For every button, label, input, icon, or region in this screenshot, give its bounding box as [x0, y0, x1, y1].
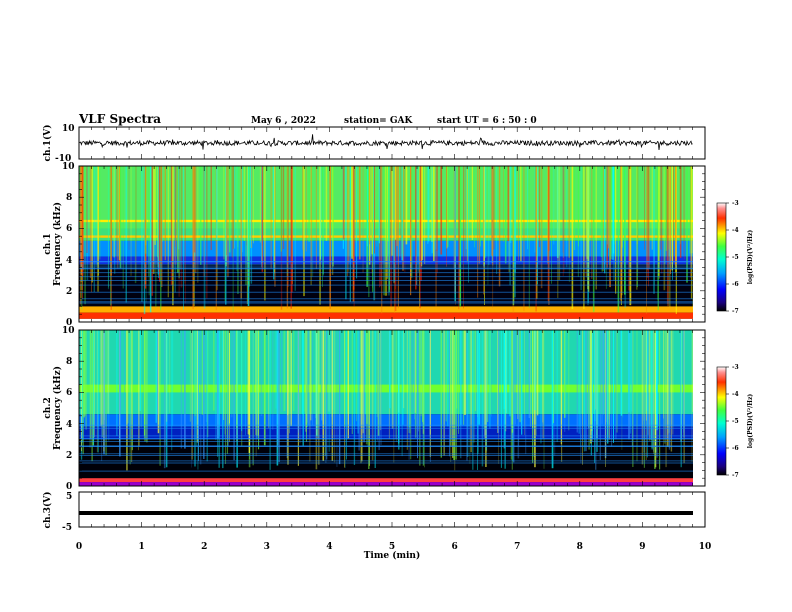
ch1-ytick-top: 10: [62, 124, 75, 134]
ch2-spectrogram-ticks: [78, 329, 706, 487]
ch2-ytick-8: 8: [66, 357, 72, 367]
ch1-spectrogram-ticks: [78, 165, 706, 323]
xtick-6: 6: [451, 542, 457, 552]
figure-title: VLF Spectra: [78, 112, 161, 126]
date-label: May 6 , 2022: [251, 116, 316, 126]
ch1-colorbar: [716, 202, 727, 312]
ch2-spectrogram-yticklabels: 0 2 4 6 8 10: [62, 326, 75, 492]
ch2-colorbar-label: log(PSD)(V²/Hz): [747, 394, 754, 449]
ch1-ytick-bottom: -10: [55, 154, 71, 164]
ch2-colorbar-tick-m7: -7: [732, 472, 739, 479]
ch1-ytick-6: 6: [66, 224, 72, 234]
ch3-waveform-panel: 5 -5 ch.3(V) 0 1 2 3 4 5 6 7 8 9 10 Time…: [42, 491, 711, 561]
ch2-spectrogram-panel: 0 2 4 6 8 10 ch.2 Frequency (kHz) -3 -4 …: [43, 326, 754, 492]
ch3-waveform-trace: [79, 511, 693, 515]
ch2-ytick-2: 2: [66, 451, 72, 461]
ch3-waveform-ticks: [78, 492, 706, 527]
ch1-spectrogram-ylabel-frequency: Frequency (kHz): [52, 202, 63, 286]
ch2-colorbar: [716, 366, 727, 476]
ch2-colorbar-tick-m4: -4: [732, 391, 739, 398]
ch1-ytick-8: 8: [66, 193, 72, 203]
ch1-waveform-trace: [78, 134, 693, 151]
xtick-0: 0: [76, 542, 82, 552]
ch2-colorbar-tick-m3: -3: [732, 364, 739, 371]
ch1-spectrogram-panel: 0 2 4 6 8 10 ch.1 Frequency (kHz) -3 -4 …: [43, 162, 754, 328]
ch2-colorbar-tick-m6: -6: [732, 445, 739, 452]
ch1-colorbar-label: log(PSD)(V²/Hz): [747, 230, 754, 285]
ch1-colorbar-tick-m6: -6: [732, 281, 739, 288]
ch2-colorbar-tick-m5: -5: [732, 418, 739, 425]
xtick-8: 8: [577, 542, 583, 552]
ch1-colorbar-tick-m7: -7: [732, 308, 739, 315]
xtick-9: 9: [639, 542, 645, 552]
ch1-spectrogram-yticklabels: 0 2 4 6 8 10: [62, 162, 75, 328]
ch2-colorbar-ticks: [726, 366, 729, 476]
ch1-spectrogram-ylabel-channel: ch.1: [43, 233, 53, 254]
ch2-ytick-0: 0: [66, 482, 72, 492]
ch2-ytick-6: 6: [66, 388, 72, 398]
xtick-5: 5: [389, 542, 395, 552]
time-axis-label: Time (min): [364, 550, 421, 561]
ch1-ytick-2: 2: [66, 287, 72, 297]
xtick-3: 3: [264, 542, 270, 552]
ch1-colorbar-ticks: [726, 202, 729, 312]
start-time-label: start UT = 6 : 50 : 0: [437, 116, 537, 126]
xtick-1: 1: [138, 542, 144, 552]
ch2-ytick-10: 10: [62, 326, 75, 336]
ch1-waveform-ylabel: ch.1(V): [42, 125, 53, 162]
ch1-colorbar-tick-m3: -3: [732, 200, 739, 207]
ch2-ytick-4: 4: [66, 420, 72, 430]
time-axis-ticklabels: 0 1 2 3 4 5 6 7 8 9 10: [76, 542, 711, 552]
ch3-waveform-ylabel: ch.3(V): [42, 492, 53, 529]
xtick-10: 10: [699, 542, 712, 552]
xtick-4: 4: [326, 542, 332, 552]
ch2-spectrogram-image: [79, 330, 705, 486]
ch3-ytick-top: 5: [66, 492, 72, 502]
ch1-ytick-4: 4: [66, 256, 72, 266]
xtick-7: 7: [514, 542, 520, 552]
station-label: station= GAK: [344, 116, 414, 126]
ch1-ytick-10: 10: [62, 162, 75, 172]
ch2-spectrogram-ylabel-channel: ch.2: [43, 397, 53, 418]
xtick-2: 2: [201, 542, 207, 552]
ch1-spectrogram-image: [79, 166, 705, 322]
ch1-waveform-ticks: [78, 127, 706, 159]
ch1-waveform-panel: 10 -10 ch.1(V): [42, 124, 706, 164]
ch3-ytick-bottom: -5: [62, 523, 72, 533]
ch1-colorbar-tick-m5: -5: [732, 254, 739, 261]
ch2-spectrogram-ylabel-frequency: Frequency (kHz): [52, 366, 63, 450]
ch1-ytick-0: 0: [66, 318, 72, 328]
ch3-waveform-frame: [78, 491, 706, 528]
ch1-colorbar-tick-m4: -4: [732, 227, 739, 234]
